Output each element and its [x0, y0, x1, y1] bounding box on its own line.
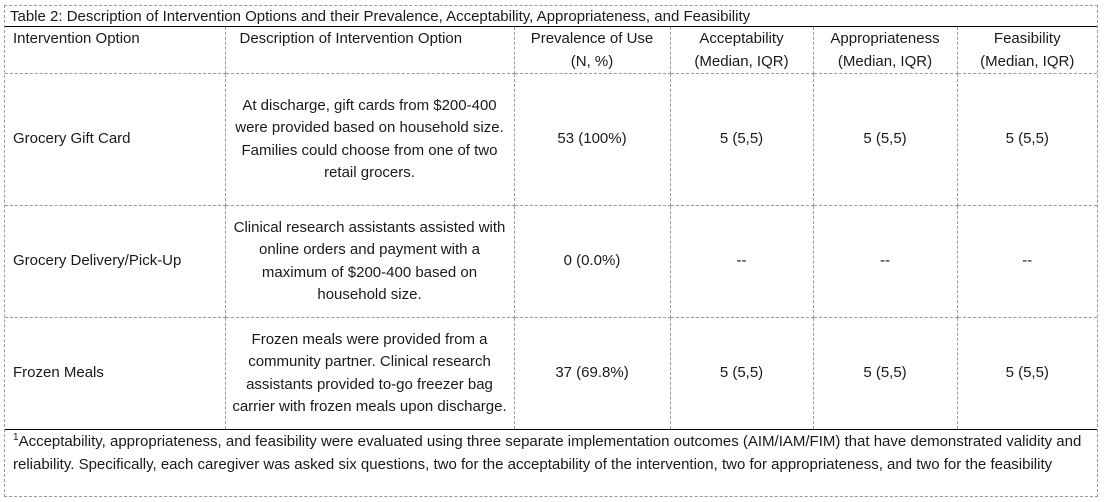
- header-acceptability: Acceptability (Median, IQR): [669, 27, 814, 74]
- header-feasibility: Feasibility (Median, IQR): [956, 27, 1097, 74]
- table-caption: Table 2: Description of Intervention Opt…: [5, 6, 1097, 27]
- cell-acceptability: 5 (5,5): [669, 317, 814, 430]
- cell-option: Grocery Gift Card: [5, 73, 226, 206]
- cell-option: Frozen Meals: [5, 317, 226, 430]
- header-prevalence: Prevalence of Use (N, %): [513, 27, 671, 74]
- table-row: Frozen Meals Frozen meals were provided …: [5, 317, 1097, 430]
- cell-appropriateness: --: [812, 205, 958, 318]
- cell-feasibility: 5 (5,5): [956, 317, 1097, 430]
- table-row: Grocery Gift Card At discharge, gift car…: [5, 73, 1097, 206]
- cell-prevalence: 53 (100%): [513, 73, 671, 206]
- cell-feasibility: --: [956, 205, 1097, 318]
- cell-acceptability: --: [669, 205, 814, 318]
- table-frame: Table 2: Description of Intervention Opt…: [4, 5, 1098, 497]
- cell-prevalence: 37 (69.8%): [513, 317, 671, 430]
- cell-option: Grocery Delivery/Pick-Up: [5, 205, 226, 318]
- header-appropriateness: Appropriateness (Median, IQR): [812, 27, 958, 74]
- cell-acceptability: 5 (5,5): [669, 73, 814, 206]
- cell-description: Frozen meals were provided from a commun…: [224, 317, 515, 430]
- header-description: Description of Intervention Option: [224, 27, 515, 74]
- cell-appropriateness: 5 (5,5): [812, 73, 958, 206]
- table-footnote: 1Acceptability, appropriateness, and fea…: [5, 430, 1097, 476]
- table-row: Grocery Delivery/Pick-Up Clinical resear…: [5, 205, 1097, 318]
- cell-description: At discharge, gift cards from $200-400 w…: [224, 73, 515, 206]
- intervention-table: Intervention Option Description of Inter…: [5, 27, 1097, 430]
- header-intervention-option: Intervention Option: [5, 27, 226, 74]
- cell-description: Clinical research assistants assisted wi…: [224, 205, 515, 318]
- cell-feasibility: 5 (5,5): [956, 73, 1097, 206]
- cell-prevalence: 0 (0.0%): [513, 205, 671, 318]
- footnote-marker: 1: [13, 432, 19, 443]
- table-header-row: Intervention Option Description of Inter…: [5, 27, 1097, 74]
- footnote-text: Acceptability, appropriateness, and feas…: [13, 433, 1082, 473]
- cell-appropriateness: 5 (5,5): [812, 317, 958, 430]
